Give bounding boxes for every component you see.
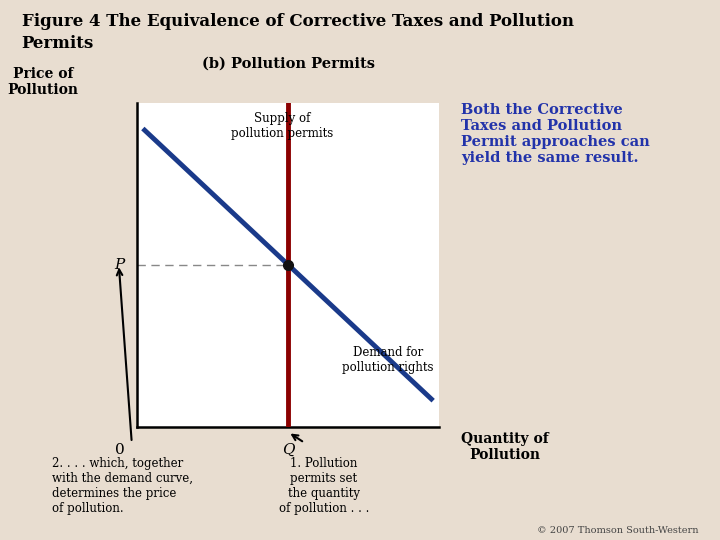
Text: Demand for
pollution rights: Demand for pollution rights [342, 346, 433, 374]
Text: Both the Corrective
Taxes and Pollution
Permit approaches can
yield the same res: Both the Corrective Taxes and Pollution … [461, 103, 649, 165]
Text: © 2007 Thomson South-Western: © 2007 Thomson South-Western [537, 525, 698, 535]
Text: Quantity of
Pollution: Quantity of Pollution [461, 432, 549, 462]
Text: 0: 0 [115, 443, 125, 457]
Text: Figure 4 The Equivalence of Corrective Taxes and Pollution: Figure 4 The Equivalence of Corrective T… [22, 14, 574, 30]
Text: Supply of
pollution permits: Supply of pollution permits [231, 112, 333, 140]
Text: Permits: Permits [22, 35, 94, 52]
Text: P: P [114, 258, 125, 272]
Text: Q: Q [282, 443, 294, 457]
Text: 1. Pollution
permits set
the quantity
of pollution . . .: 1. Pollution permits set the quantity of… [279, 457, 369, 515]
Text: Price of
Pollution: Price of Pollution [8, 67, 78, 97]
Text: 2. . . . which, together
with the demand curve,
determines the price
of pollutio: 2. . . . which, together with the demand… [52, 457, 193, 515]
Text: (b) Pollution Permits: (b) Pollution Permits [202, 57, 374, 71]
